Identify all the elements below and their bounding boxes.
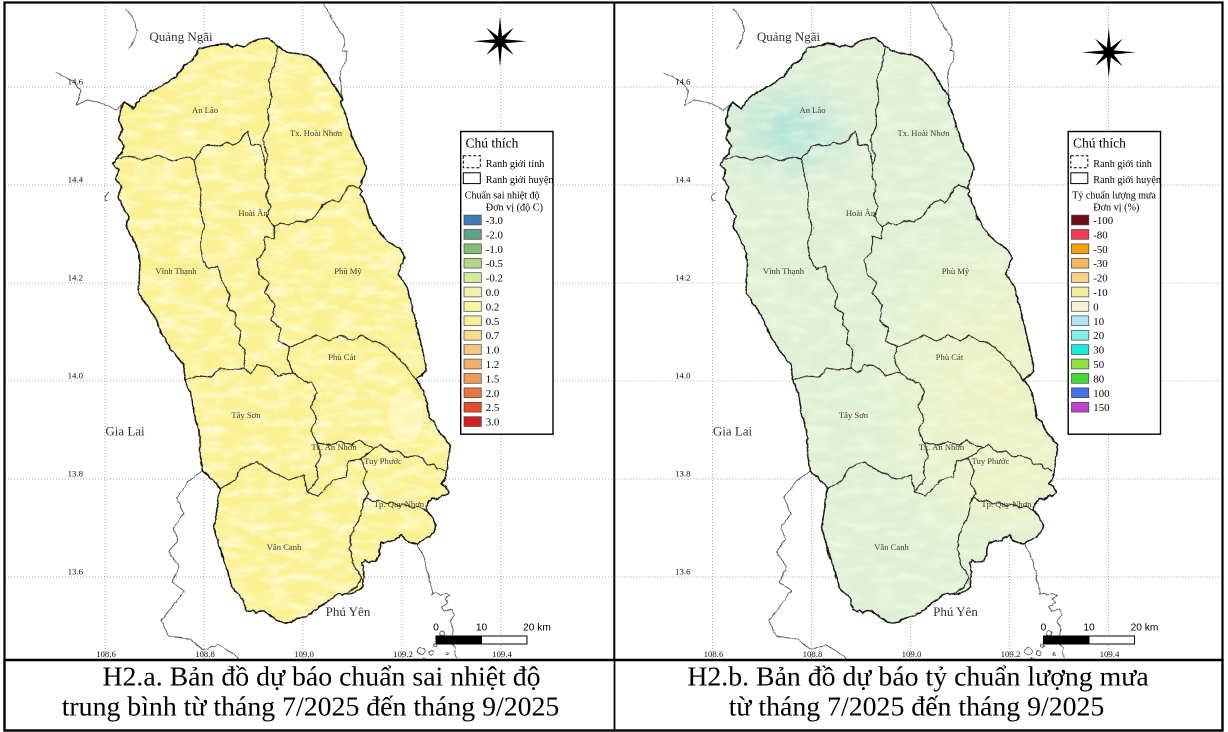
svg-text:109.0: 109.0 bbox=[294, 649, 314, 659]
svg-text:1.5: 1.5 bbox=[486, 373, 500, 385]
svg-text:Tuy Phước: Tuy Phước bbox=[364, 456, 402, 466]
svg-text:Ranh giới huyện: Ranh giới huyện bbox=[486, 175, 554, 186]
svg-text:Gia Lai: Gia Lai bbox=[713, 424, 753, 439]
svg-text:-0.5: -0.5 bbox=[486, 258, 503, 270]
svg-text:An Lão: An Lão bbox=[192, 105, 218, 115]
svg-text:H2.b. Bản đồ dự báo tỷ chuẩn l: H2.b. Bản đồ dự báo tỷ chuẩn lượng mưa bbox=[687, 662, 1148, 693]
svg-text:Vân Canh: Vân Canh bbox=[874, 542, 909, 552]
svg-text:20 km: 20 km bbox=[1131, 623, 1159, 634]
svg-text:Ranh giới huyện: Ranh giới huyện bbox=[1093, 175, 1161, 186]
svg-text:14.2: 14.2 bbox=[675, 273, 690, 283]
svg-text:Tp. Quy Nhơn: Tp. Quy Nhơn bbox=[374, 499, 425, 509]
svg-text:Vân Canh: Vân Canh bbox=[267, 542, 302, 552]
svg-text:Hoài Ân: Hoài Ân bbox=[238, 208, 268, 218]
svg-text:109.4: 109.4 bbox=[492, 649, 512, 659]
svg-text:-10: -10 bbox=[1093, 287, 1107, 299]
svg-text:-30: -30 bbox=[1093, 258, 1107, 270]
svg-text:150: 150 bbox=[1093, 402, 1109, 414]
svg-text:10: 10 bbox=[1083, 623, 1095, 634]
svg-text:14.6: 14.6 bbox=[68, 77, 84, 87]
svg-text:Ranh giới tỉnh: Ranh giới tỉnh bbox=[1093, 159, 1152, 170]
svg-text:Tx. An Nhơn: Tx. An Nhơn bbox=[311, 442, 357, 452]
svg-text:Đơn vị (độ C): Đơn vị (độ C) bbox=[486, 203, 543, 214]
svg-text:Tây Sơn: Tây Sơn bbox=[839, 410, 869, 420]
svg-text:0: 0 bbox=[1093, 301, 1098, 313]
svg-text:-20: -20 bbox=[1093, 273, 1107, 285]
svg-text:Chú thích: Chú thích bbox=[466, 136, 519, 151]
svg-text:3.0: 3.0 bbox=[486, 417, 500, 429]
svg-text:từ tháng 7/2025 đến tháng 9/20: từ tháng 7/2025 đến tháng 9/2025 bbox=[729, 692, 1105, 723]
svg-text:108.8: 108.8 bbox=[803, 649, 823, 659]
svg-text:0.5: 0.5 bbox=[486, 316, 500, 328]
svg-text:109.2: 109.2 bbox=[393, 649, 413, 659]
svg-text:Ranh giới tỉnh: Ranh giới tỉnh bbox=[486, 159, 545, 170]
svg-text:H2.a. Bản đồ dự báo chuẩn sai: H2.a. Bản đồ dự báo chuẩn sai nhiệt độ bbox=[102, 662, 540, 693]
svg-text:Tx. Hoài Nhơn: Tx. Hoài Nhơn bbox=[897, 128, 950, 138]
svg-text:100: 100 bbox=[1093, 388, 1109, 400]
svg-text:Tx. An Nhơn: Tx. An Nhơn bbox=[919, 442, 965, 452]
svg-text:-100: -100 bbox=[1093, 215, 1113, 227]
svg-text:Phú Yên: Phú Yên bbox=[933, 604, 978, 619]
svg-text:0.7: 0.7 bbox=[486, 330, 500, 342]
svg-text:Phù Cát: Phù Cát bbox=[936, 352, 964, 362]
svg-text:10: 10 bbox=[476, 623, 488, 634]
svg-text:2.0: 2.0 bbox=[486, 388, 500, 400]
svg-text:109.2: 109.2 bbox=[1001, 649, 1021, 659]
svg-text:108.8: 108.8 bbox=[195, 649, 215, 659]
svg-text:Phù Mỹ: Phù Mỹ bbox=[942, 266, 970, 276]
svg-text:108.6: 108.6 bbox=[704, 649, 724, 659]
svg-text:14.4: 14.4 bbox=[68, 175, 84, 185]
svg-text:0.0: 0.0 bbox=[486, 287, 500, 299]
svg-text:2.5: 2.5 bbox=[486, 402, 500, 414]
svg-text:30: 30 bbox=[1093, 345, 1104, 357]
svg-text:109.0: 109.0 bbox=[902, 649, 922, 659]
svg-text:13.8: 13.8 bbox=[68, 469, 84, 479]
svg-text:1.2: 1.2 bbox=[486, 359, 500, 371]
svg-text:0.2: 0.2 bbox=[486, 301, 500, 313]
svg-text:109.4: 109.4 bbox=[1100, 649, 1120, 659]
svg-text:14.0: 14.0 bbox=[68, 371, 84, 381]
svg-text:Tp. Quy Nhơn: Tp. Quy Nhơn bbox=[981, 499, 1032, 509]
svg-text:10: 10 bbox=[1093, 316, 1104, 328]
svg-text:-0.2: -0.2 bbox=[486, 273, 503, 285]
svg-text:Phú Yên: Phú Yên bbox=[326, 604, 371, 619]
svg-text:Quảng Ngãi: Quảng Ngãi bbox=[757, 29, 821, 44]
svg-text:Tỷ chuẩn lượng mưa: Tỷ chuẩn lượng mưa bbox=[1072, 191, 1156, 202]
svg-text:-50: -50 bbox=[1093, 244, 1107, 256]
svg-text:20: 20 bbox=[1093, 330, 1104, 342]
svg-text:0: 0 bbox=[433, 623, 439, 634]
svg-text:13.8: 13.8 bbox=[675, 469, 691, 479]
svg-text:Chuẩn sai nhiệt độ: Chuẩn sai nhiệt độ bbox=[465, 191, 540, 202]
svg-text:Tx. Hoài Nhơn: Tx. Hoài Nhơn bbox=[290, 128, 343, 138]
svg-text:Gia Lai: Gia Lai bbox=[105, 424, 145, 439]
svg-text:14.2: 14.2 bbox=[68, 273, 83, 283]
svg-text:Phù Mỹ: Phù Mỹ bbox=[334, 266, 362, 276]
svg-text:20 km: 20 km bbox=[523, 623, 551, 634]
svg-text:Tây Sơn: Tây Sơn bbox=[231, 410, 261, 420]
svg-text:13.6: 13.6 bbox=[68, 567, 84, 577]
svg-text:13.6: 13.6 bbox=[675, 567, 691, 577]
svg-text:Vĩnh Thạnh: Vĩnh Thạnh bbox=[155, 266, 197, 276]
svg-text:Chú thích: Chú thích bbox=[1073, 136, 1126, 151]
svg-text:-80: -80 bbox=[1093, 229, 1107, 241]
svg-text:0: 0 bbox=[1041, 623, 1047, 634]
svg-text:50: 50 bbox=[1093, 359, 1104, 371]
svg-text:An Lão: An Lão bbox=[799, 105, 825, 115]
svg-text:Phù Cát: Phù Cát bbox=[328, 352, 356, 362]
svg-text:14.0: 14.0 bbox=[675, 371, 691, 381]
svg-text:Quảng Ngãi: Quảng Ngãi bbox=[149, 29, 213, 44]
svg-text:108.6: 108.6 bbox=[96, 649, 116, 659]
svg-text:14.6: 14.6 bbox=[675, 77, 691, 87]
svg-text:80: 80 bbox=[1093, 373, 1104, 385]
svg-text:Đơn vị (%): Đơn vị (%) bbox=[1093, 203, 1139, 214]
svg-text:Hoài Ân: Hoài Ân bbox=[846, 208, 876, 218]
svg-text:Vĩnh Thạnh: Vĩnh Thạnh bbox=[763, 266, 805, 276]
svg-text:-3.0: -3.0 bbox=[486, 215, 503, 227]
svg-text:Tuy Phước: Tuy Phước bbox=[972, 456, 1010, 466]
svg-text:1.0: 1.0 bbox=[486, 345, 500, 357]
svg-text:trung bình từ tháng 7/2025 đến: trung bình từ tháng 7/2025 đến tháng 9/2… bbox=[62, 692, 560, 723]
svg-text:-1.0: -1.0 bbox=[486, 244, 503, 256]
svg-text:-2.0: -2.0 bbox=[486, 229, 503, 241]
svg-text:14.4: 14.4 bbox=[675, 175, 691, 185]
